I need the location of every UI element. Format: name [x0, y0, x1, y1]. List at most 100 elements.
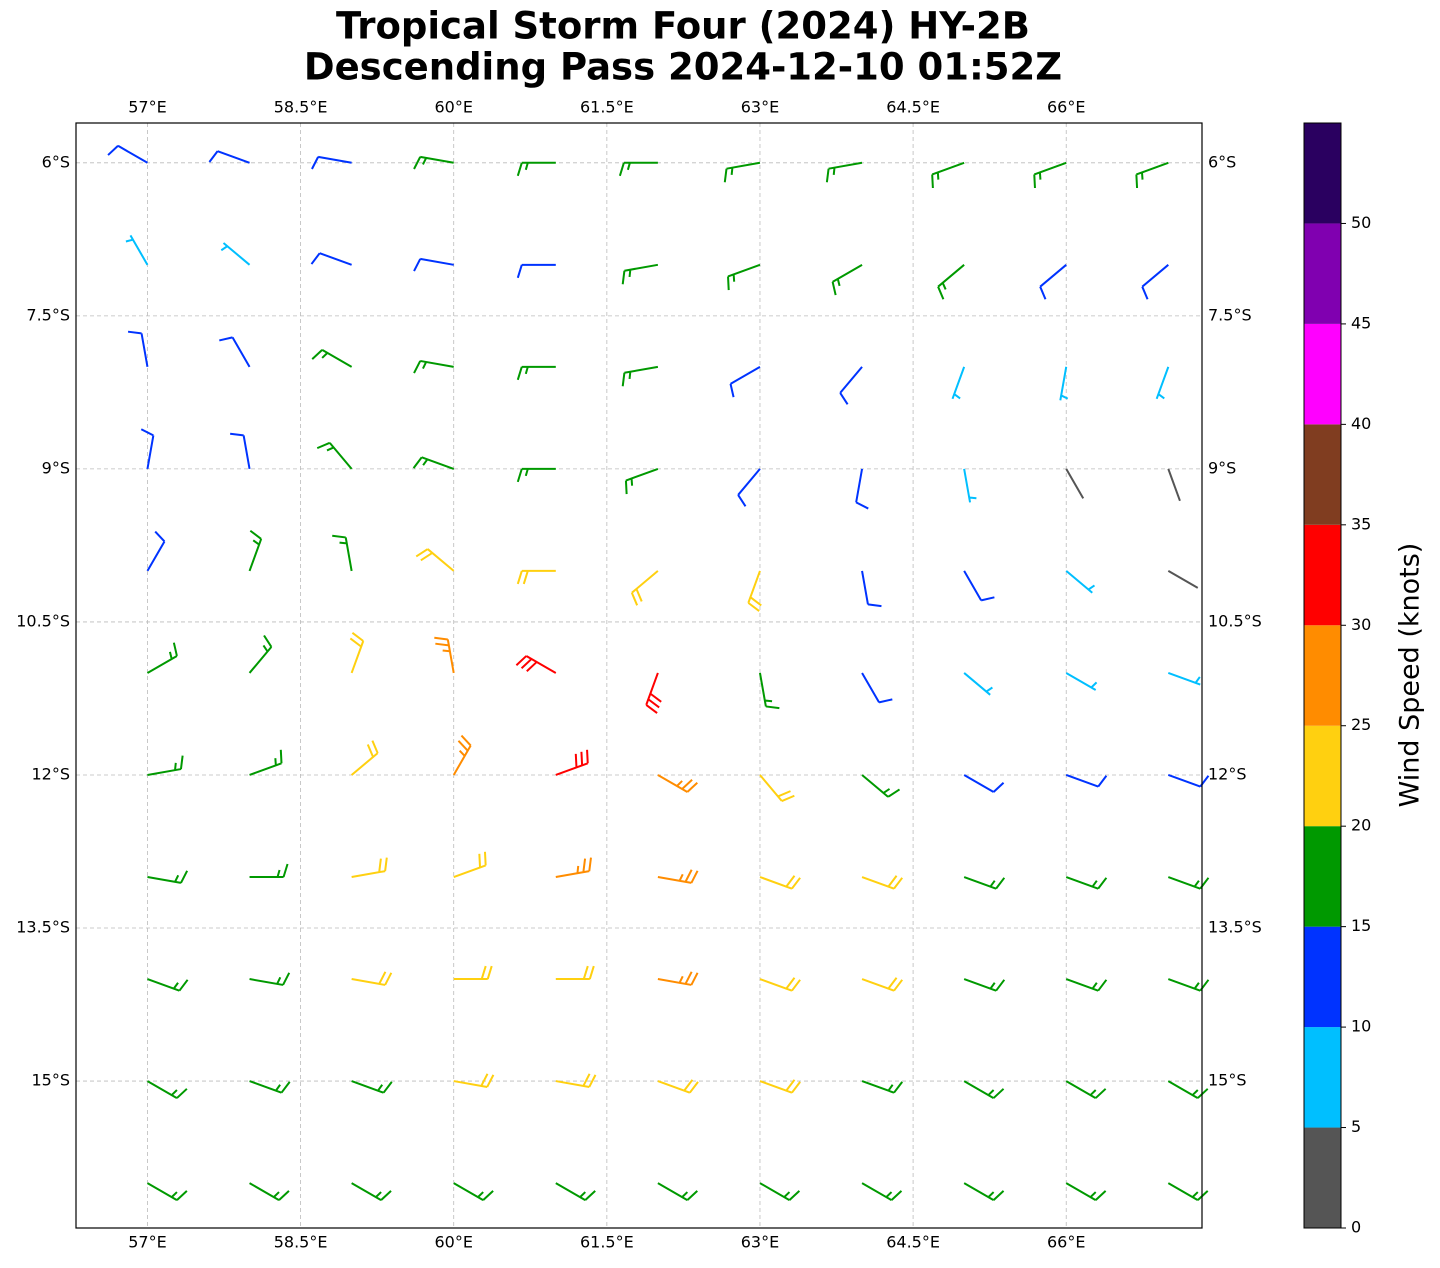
wind-barb — [107, 144, 148, 164]
wind-barb — [208, 150, 250, 164]
wind-barb — [555, 965, 595, 981]
x-tick-label: 63°E — [741, 98, 779, 117]
colorbar-tick-label: 25 — [1351, 715, 1371, 734]
wind-barb — [434, 636, 455, 674]
x-tick-label: 60°E — [434, 98, 472, 117]
wind-barb — [1167, 1182, 1209, 1201]
colorbar-segment — [1304, 223, 1341, 324]
wind-barb — [350, 740, 379, 776]
colorbar-tick-label: 45 — [1351, 313, 1371, 332]
colorbar-segment — [1304, 323, 1341, 425]
wind-barb — [723, 161, 761, 183]
wind-barb — [727, 263, 761, 291]
wind-barb — [555, 857, 592, 878]
colorbar-segment — [1304, 725, 1341, 827]
wind-barb — [861, 977, 904, 992]
wind-barb — [146, 1080, 188, 1099]
colorbar-label: Wind Speed (knots) — [1395, 543, 1426, 808]
wind-barb — [621, 263, 659, 285]
wind-barb — [759, 1182, 801, 1201]
colorbar-tick-label: 30 — [1351, 615, 1371, 634]
wind-barb — [332, 534, 353, 572]
y-tick-label: 12°S — [31, 764, 70, 783]
wind-barb — [839, 366, 863, 405]
wind-barb — [351, 1182, 392, 1201]
wind-barb — [937, 264, 965, 300]
wind-barb — [861, 774, 901, 798]
colorbar-frame — [1303, 122, 1342, 1229]
wind-barb — [515, 655, 557, 674]
colorbar-segment — [1304, 123, 1341, 224]
wind-barb — [453, 1073, 495, 1088]
wind-barb — [249, 749, 283, 776]
wind-barb — [1135, 161, 1169, 189]
wind-barb — [248, 529, 263, 572]
wind-barb — [759, 1079, 801, 1094]
y-tick-label: 10.5°S — [1208, 611, 1262, 630]
wind-barb — [412, 456, 455, 470]
chart-subtitle: Descending Pass 2024-12-10 01:52Z — [304, 46, 1062, 89]
y-tick-label: 7.5°S — [26, 305, 70, 324]
wind-barb — [1065, 468, 1085, 499]
y-tick-label: 9°S — [42, 458, 70, 477]
x-tick-label: 57°E — [128, 98, 166, 117]
plot-frame — [75, 122, 1203, 1229]
colorbar-tick-label: 50 — [1351, 213, 1371, 232]
wind-barb — [555, 1182, 596, 1201]
wind-barb — [516, 263, 556, 279]
wind-barb — [249, 972, 291, 986]
wind-barb — [453, 1182, 494, 1201]
y-tick-label: 6°S — [1208, 152, 1236, 171]
wind-barb — [657, 1182, 698, 1201]
wind-barb — [349, 631, 365, 674]
y-tick-label: 9°S — [1208, 458, 1236, 477]
wind-barb — [413, 155, 454, 170]
wind-barb — [516, 161, 556, 177]
wind-barb — [351, 1080, 393, 1094]
wind-barb — [758, 672, 780, 710]
y-tick-label: 7.5°S — [1208, 305, 1252, 324]
wind-barb — [453, 965, 493, 981]
colorbar-tick-label: 5 — [1351, 1117, 1361, 1136]
colorbar-tick-label: 0 — [1351, 1218, 1361, 1237]
wind-barb — [963, 978, 1006, 992]
y-tick-label: 12°S — [1208, 764, 1247, 783]
wind-barb — [516, 365, 556, 381]
wind-barb — [963, 570, 995, 602]
wind-barb — [125, 234, 149, 266]
x-tick-label: 58.5°E — [274, 1233, 328, 1252]
wind-barb — [146, 530, 166, 572]
wind-barb — [147, 755, 184, 776]
wind-barb — [657, 774, 698, 793]
wind-barb — [1039, 264, 1067, 300]
wind-barb — [249, 1182, 290, 1201]
wind-barb — [861, 875, 904, 890]
colorbar-tick-label: 35 — [1351, 514, 1371, 533]
wind-barb — [249, 863, 289, 879]
wind-barb — [413, 257, 454, 272]
wind-barb — [1065, 570, 1096, 594]
x-tick-label: 57°E — [128, 1233, 166, 1252]
wind-barb — [220, 242, 251, 266]
wind-barb — [759, 774, 795, 802]
colorbar-tick-label: 20 — [1351, 816, 1371, 835]
wind-barb — [861, 570, 882, 608]
barb-layer — [107, 144, 1210, 1201]
wind-barb — [1065, 672, 1098, 691]
colorbar-segment — [1304, 424, 1341, 525]
wind-barb — [759, 977, 801, 992]
wind-barb — [127, 330, 149, 368]
x-tick-label: 61.5°E — [580, 1233, 634, 1252]
y-tick-label: 13.5°S — [1208, 918, 1262, 937]
wind-barb — [415, 548, 455, 572]
colorbar-segment — [1304, 826, 1341, 927]
wind-barb — [759, 875, 801, 890]
colorbar-segment — [1304, 926, 1341, 1028]
y-tick-label: 15°S — [1208, 1071, 1247, 1090]
x-tick-label: 66°E — [1047, 1233, 1085, 1252]
wind-barb — [555, 1073, 597, 1088]
colorbar-tick-label: 15 — [1351, 916, 1371, 935]
wind-barb — [1155, 366, 1170, 400]
colorbar-tick-label: 10 — [1351, 1017, 1371, 1036]
wind-barb — [729, 365, 761, 398]
